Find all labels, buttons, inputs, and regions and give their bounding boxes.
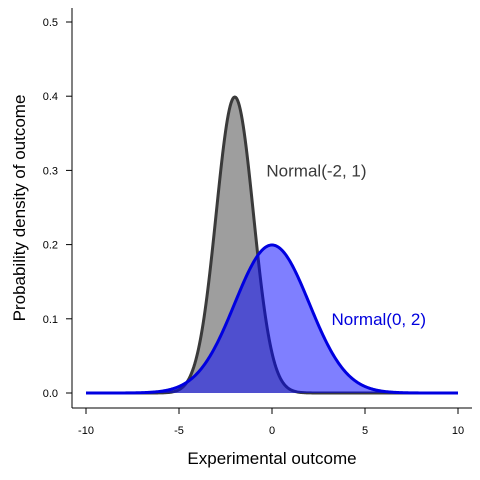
y-tick-label: 0.4	[43, 91, 58, 103]
x-tick-label: 0	[269, 425, 275, 437]
y-tick-label: 0.2	[43, 240, 58, 252]
x-tick-label: 10	[452, 425, 464, 437]
x-tick-label: -5	[174, 425, 184, 437]
y-ticks: 0.0 0.1 0.2 0.3 0.4 0.5	[43, 17, 72, 400]
x-ticks: -10 -5 0 5 10	[78, 408, 464, 437]
annotations: Normal(-2, 1) Normal(0, 2)	[266, 161, 426, 328]
y-tick-label: 0.3	[43, 165, 58, 177]
series-line-2	[85, 243, 459, 395]
x-tick-label: 5	[362, 425, 368, 437]
x-axis-title: Experimental outcome	[187, 449, 356, 468]
y-axis-title: Probability density of outcome	[10, 95, 29, 322]
series-label-2: Normal(0, 2)	[332, 310, 426, 329]
series-area-2	[86, 244, 458, 393]
y-tick-label: 0.1	[43, 314, 58, 326]
y-tick-label: 0.0	[43, 388, 58, 400]
series-label-1: Normal(-2, 1)	[266, 161, 366, 180]
y-tick-label: 0.5	[43, 17, 58, 29]
x-tick-label: -10	[78, 425, 94, 437]
series-layer	[85, 95, 459, 395]
